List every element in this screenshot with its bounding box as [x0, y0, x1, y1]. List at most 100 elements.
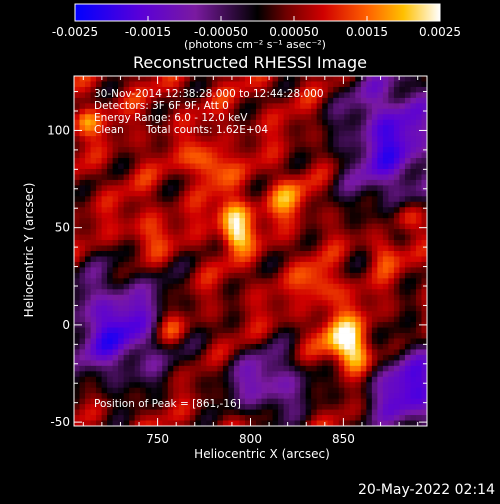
heatmap-cell — [206, 141, 213, 148]
heatmap-cell — [90, 311, 97, 318]
heatmap-cell — [233, 125, 240, 132]
heatmap-cell — [256, 76, 262, 82]
heatmap-cell — [129, 218, 136, 225]
heatmap-cell — [228, 240, 235, 246]
heatmap-cell — [140, 163, 147, 170]
heatmap-cell — [228, 119, 235, 126]
heatmap-cell — [206, 256, 213, 263]
heatmap-cell — [338, 76, 345, 82]
heatmap-cell — [272, 409, 279, 416]
heatmap-cell — [173, 185, 180, 192]
heatmap-cell — [239, 240, 246, 246]
heatmap-cell — [360, 92, 367, 99]
heatmap-cell — [294, 376, 301, 383]
heatmap-cell — [134, 371, 141, 378]
heatmap-cell — [289, 322, 296, 328]
heatmap-cell — [195, 86, 202, 93]
heatmap-cell — [267, 327, 273, 334]
heatmap-cell — [393, 152, 400, 159]
heatmap-cell — [421, 311, 427, 318]
heatmap-cell — [327, 267, 334, 274]
heatmap-cell — [167, 141, 174, 148]
heatmap-cell — [90, 212, 97, 219]
heatmap-cell — [217, 256, 224, 263]
heatmap-cell — [256, 234, 262, 241]
heatmap-cell — [382, 185, 389, 192]
heatmap-cell — [294, 158, 301, 164]
heatmap-cell — [305, 294, 312, 301]
heatmap-cell — [151, 300, 158, 307]
heatmap-cell — [399, 125, 406, 132]
heatmap-cell — [338, 152, 345, 159]
heatmap-cell — [162, 300, 169, 307]
heatmap-cell — [145, 81, 152, 88]
heatmap-cell — [421, 223, 427, 230]
heatmap-cell — [184, 316, 191, 323]
heatmap-cell — [118, 311, 125, 318]
heatmap-cell — [250, 158, 257, 164]
heatmap-cell — [217, 130, 224, 137]
heatmap-cell — [167, 234, 174, 241]
heatmap-cell — [261, 86, 268, 93]
heatmap-cell — [404, 108, 411, 115]
heatmap-cell — [338, 387, 345, 394]
heatmap-cell — [410, 234, 417, 241]
heatmap-cell — [239, 125, 246, 132]
heatmap-cell — [184, 212, 191, 219]
heatmap-cell — [311, 398, 318, 405]
heatmap-cell — [333, 119, 340, 126]
heatmap-cell — [366, 218, 373, 225]
heatmap-cell — [145, 125, 152, 132]
heatmap-cell — [256, 141, 262, 148]
heatmap-cell — [206, 404, 213, 410]
heatmap-cell — [393, 343, 400, 350]
heatmap-cell — [311, 360, 318, 367]
heatmap-cell — [129, 365, 136, 372]
heatmap-cell — [305, 103, 312, 110]
heatmap-cell — [129, 267, 136, 274]
heatmap-cell — [382, 86, 389, 93]
heatmap-cell — [300, 404, 307, 410]
heatmap-cell — [322, 240, 329, 246]
heatmap-cell — [145, 382, 152, 389]
heatmap-cell — [112, 251, 119, 257]
heatmap-cell — [200, 196, 207, 203]
heatmap-cell — [79, 289, 86, 296]
heatmap-cell — [421, 365, 427, 372]
heatmap-cell — [90, 81, 97, 88]
heatmap-cell — [173, 190, 180, 197]
heatmap-cell — [145, 240, 152, 246]
heatmap-cell — [366, 409, 373, 416]
heatmap-cell — [278, 125, 284, 132]
heatmap-cell — [415, 311, 422, 318]
heatmap-cell — [415, 393, 422, 400]
heatmap-cell — [311, 196, 318, 203]
heatmap-cell — [90, 333, 97, 339]
heatmap-cell — [294, 114, 301, 121]
heatmap-cell — [162, 147, 169, 153]
heatmap-cell — [344, 338, 351, 345]
heatmap-cell — [184, 278, 191, 285]
heatmap-cell — [393, 376, 400, 383]
heatmap-cell — [256, 185, 262, 192]
heatmap-cell — [267, 300, 273, 307]
heatmap-cell — [101, 147, 108, 153]
heatmap-cell — [294, 343, 301, 350]
heatmap-cell — [85, 108, 91, 115]
heatmap-cell — [134, 92, 141, 99]
heatmap-cell — [112, 376, 119, 383]
heatmap-cell — [366, 387, 373, 394]
heatmap-cell — [184, 114, 191, 121]
heatmap-cell — [311, 190, 318, 197]
heatmap-cell — [421, 234, 427, 241]
heatmap-cell — [233, 158, 240, 164]
heatmap-cell — [233, 316, 240, 323]
heatmap-cell — [305, 305, 312, 312]
heatmap-cell — [250, 382, 257, 389]
heatmap-cell — [388, 415, 395, 421]
heatmap-cell — [294, 234, 301, 241]
heatmap-cell — [305, 343, 312, 350]
heatmap-cell — [349, 333, 356, 339]
heatmap-cell — [399, 229, 406, 235]
heatmap-cell — [151, 92, 158, 99]
